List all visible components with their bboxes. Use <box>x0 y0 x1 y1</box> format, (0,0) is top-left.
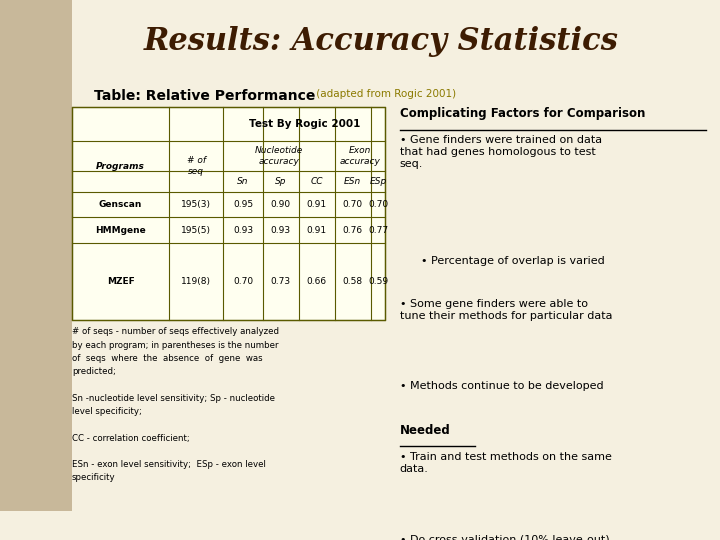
Text: MZEF: MZEF <box>107 276 135 286</box>
Text: • Methods continue to be developed: • Methods continue to be developed <box>400 381 603 391</box>
Text: 0.93: 0.93 <box>233 226 253 234</box>
Text: by each program; in parentheses is the number: by each program; in parentheses is the n… <box>72 341 279 349</box>
Text: ESn - exon level sensitivity;  ESp - exon level: ESn - exon level sensitivity; ESp - exon… <box>72 460 266 469</box>
Text: 0.95: 0.95 <box>233 200 253 209</box>
Text: of  seqs  where  the  absence  of  gene  was: of seqs where the absence of gene was <box>72 354 263 363</box>
Text: 0.90: 0.90 <box>271 200 291 209</box>
Text: specificity: specificity <box>72 474 116 482</box>
Text: 0.66: 0.66 <box>307 276 327 286</box>
Text: ESn: ESn <box>344 177 361 186</box>
Text: CC - correlation coefficient;: CC - correlation coefficient; <box>72 434 190 443</box>
Text: # of seqs - number of seqs effectively analyzed: # of seqs - number of seqs effectively a… <box>72 327 279 336</box>
Text: • Gene finders were trained on data
that had genes homologous to test
seq.: • Gene finders were trained on data that… <box>400 136 602 168</box>
Text: 0.70: 0.70 <box>343 200 363 209</box>
FancyBboxPatch shape <box>72 107 385 320</box>
Text: 195(3): 195(3) <box>181 200 211 209</box>
Text: Nucleotide
accuracy: Nucleotide accuracy <box>255 146 303 166</box>
Text: 0.91: 0.91 <box>307 200 327 209</box>
Text: Programs: Programs <box>96 161 145 171</box>
Text: 0.70: 0.70 <box>368 200 388 209</box>
Text: Table: Relative Performance: Table: Relative Performance <box>94 90 315 104</box>
Text: 0.91: 0.91 <box>307 226 327 234</box>
Text: • Some gene finders were able to
tune their methods for particular data: • Some gene finders were able to tune th… <box>400 299 612 321</box>
Text: 0.76: 0.76 <box>343 226 363 234</box>
Text: 0.93: 0.93 <box>271 226 291 234</box>
Text: HMMgene: HMMgene <box>95 226 146 234</box>
Text: Sp: Sp <box>275 177 287 186</box>
Text: level specificity;: level specificity; <box>72 407 142 416</box>
Text: ESp: ESp <box>369 177 387 186</box>
Text: Genscan: Genscan <box>99 200 143 209</box>
Text: 0.58: 0.58 <box>343 276 363 286</box>
Text: CC: CC <box>310 177 323 186</box>
Text: 0.70: 0.70 <box>233 276 253 286</box>
Text: predicted;: predicted; <box>72 367 116 376</box>
Text: 0.77: 0.77 <box>368 226 388 234</box>
Text: • Train and test methods on the same
data.: • Train and test methods on the same dat… <box>400 453 611 474</box>
Text: Complicating Factors for Comparison: Complicating Factors for Comparison <box>400 107 645 120</box>
Text: Sn: Sn <box>238 177 248 186</box>
Text: Needed: Needed <box>400 424 450 437</box>
Text: 195(5): 195(5) <box>181 226 211 234</box>
Text: Results: Accuracy Statistics: Results: Accuracy Statistics <box>144 25 619 57</box>
Text: 0.59: 0.59 <box>368 276 388 286</box>
Text: • Do cross-validation (10% leave-out): • Do cross-validation (10% leave-out) <box>400 534 609 540</box>
Text: 119(8): 119(8) <box>181 276 211 286</box>
Text: 0.73: 0.73 <box>271 276 291 286</box>
Text: (adapted from Rogic 2001): (adapted from Rogic 2001) <box>313 90 456 99</box>
Text: • Percentage of overlap is varied: • Percentage of overlap is varied <box>400 255 604 266</box>
FancyBboxPatch shape <box>0 0 72 511</box>
Text: Sn -nucleotide level sensitivity; Sp - nucleotide: Sn -nucleotide level sensitivity; Sp - n… <box>72 394 275 403</box>
Text: Test By Rogic 2001: Test By Rogic 2001 <box>248 119 360 129</box>
Text: # of
seq: # of seq <box>186 157 206 176</box>
Text: Exon
accuracy: Exon accuracy <box>340 146 380 166</box>
